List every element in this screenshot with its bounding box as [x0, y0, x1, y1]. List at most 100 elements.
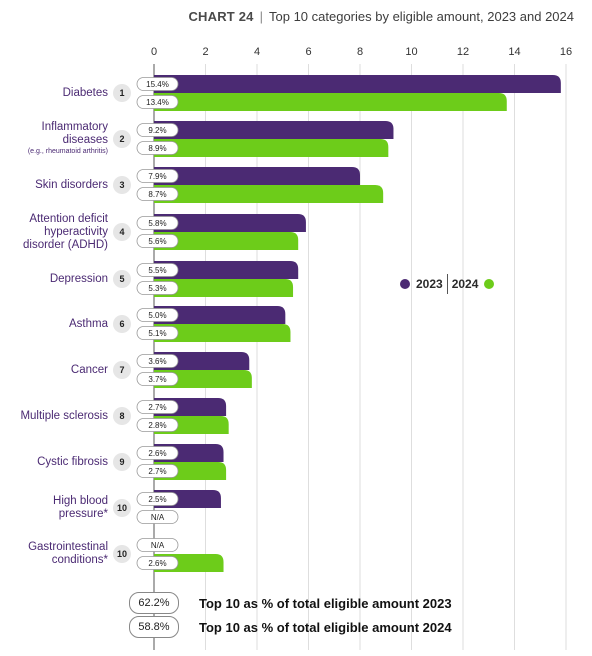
value-pill-2024-2	[136, 141, 179, 155]
category-label-line: disorder (ADHD)	[23, 238, 108, 251]
value-pill-2024-1	[136, 95, 179, 109]
rank-badge-6: 6	[113, 315, 131, 333]
value-pill-2023-9	[136, 446, 179, 460]
data-label-2023-4: 5.8%	[148, 219, 166, 228]
data-label-2023-2: 9.2%	[148, 126, 166, 135]
rank-badge-4: 4	[113, 223, 131, 241]
category-label-line: hyperactivity	[44, 225, 108, 238]
value-pill-2024-3	[136, 187, 179, 201]
x-tick-label-8: 8	[357, 46, 363, 58]
data-label-2023-7: 3.6%	[148, 357, 166, 366]
category-label-5: Depression	[0, 273, 108, 286]
data-label-2023-11: N/A	[151, 541, 165, 550]
value-pill-2023-6	[136, 308, 179, 322]
legend-2023-label: 2023	[416, 277, 443, 291]
data-label-2024-3: 8.7%	[148, 190, 166, 199]
x-tick-label-10: 10	[405, 46, 417, 58]
chart-title-text: Top 10 categories by eligible amount, 20…	[269, 9, 574, 24]
category-label-line: Cystic fibrosis	[37, 455, 108, 468]
summary-2024: 58.8% Top 10 as % of total eligible amou…	[129, 616, 452, 638]
rank-badge-3: 3	[113, 176, 131, 194]
bar-2023-6	[154, 306, 286, 324]
category-label-line: diseases	[62, 134, 108, 147]
bar-2023-2	[154, 121, 394, 139]
category-label-2: Inflammatory diseases (e.g., rheumatoid ar…	[0, 121, 108, 157]
bar-2024-5	[154, 279, 294, 297]
data-label-2023-3: 7.9%	[148, 172, 166, 181]
legend-2023-dot	[400, 279, 410, 289]
bar-2023-4	[154, 214, 306, 232]
data-label-2024-7: 3.7%	[148, 375, 166, 384]
value-pill-2024-8	[136, 418, 179, 432]
data-label-2023-5: 5.5%	[148, 266, 166, 275]
data-label-2024-9: 2.7%	[148, 467, 166, 476]
category-label-4: Attention deficit hyperactivity disorder (…	[0, 213, 108, 252]
bar-2024-4	[154, 232, 299, 250]
value-pill-2023-4	[136, 216, 179, 230]
x-tick-label-14: 14	[508, 46, 520, 58]
bar-2023-1	[154, 75, 561, 93]
category-label-8: Multiple sclerosis	[0, 410, 108, 423]
data-label-2023-10: 2.5%	[148, 495, 166, 504]
category-label-10: High blood pressure*	[0, 495, 108, 521]
data-label-2024-5: 5.3%	[148, 284, 166, 293]
x-tick-label-4: 4	[254, 46, 260, 58]
category-label-7: Cancer	[0, 364, 108, 377]
rank-badge-2: 2	[113, 130, 131, 148]
data-label-2023-9: 2.6%	[148, 449, 166, 458]
bar-2024-7	[154, 370, 252, 388]
value-pill-2023-2	[136, 123, 179, 137]
category-label-line: Cancer	[70, 363, 108, 376]
data-label-2024-2: 8.9%	[148, 144, 166, 153]
value-pill-2024-11	[136, 556, 179, 570]
value-pill-2023-8	[136, 400, 179, 414]
rank-badge-9: 9	[113, 453, 131, 471]
bar-2023-7	[154, 352, 250, 370]
category-label-line: Attention deficit	[29, 212, 108, 225]
bar-2023-5	[154, 261, 299, 279]
bar-2024-6	[154, 324, 291, 342]
value-pill-2024-9	[136, 464, 179, 478]
rank-badge-5: 5	[113, 270, 131, 288]
value-pill-2023-3	[136, 169, 179, 183]
category-label-11: Gastrointestinal conditions*	[0, 541, 108, 567]
rank-badge-1: 1	[113, 84, 131, 102]
value-pill-2024-5	[136, 281, 179, 295]
value-pill-2024-6	[136, 326, 179, 340]
x-tick-label-6: 6	[305, 46, 311, 58]
category-label-3: Skin disorders	[0, 179, 108, 192]
category-label-line: Diabetes	[62, 86, 108, 99]
category-note: (e.g., rheumatoid arthritis)	[27, 148, 108, 156]
x-tick-label-12: 12	[457, 46, 469, 58]
value-pill-2023-5	[136, 263, 179, 277]
category-label-line: Asthma	[69, 317, 108, 330]
value-pill-2023-11	[136, 538, 179, 552]
x-tick-label-16: 16	[560, 46, 572, 58]
bar-2024-3	[154, 185, 384, 203]
data-label-2024-6: 5.1%	[148, 329, 166, 338]
rank-badge-11: 10	[113, 545, 131, 563]
legend-2024-dot	[484, 279, 495, 289]
legend: 2023 2024	[400, 274, 495, 294]
summary-2023-value: 62.2%	[129, 592, 179, 614]
chart-title: CHART 24 | Top 10 categories by eligible a…	[0, 9, 592, 24]
x-tick-label-0: 0	[151, 46, 157, 58]
category-label-line: pressure*	[58, 508, 108, 520]
data-label-2023-1: 15.4%	[146, 80, 169, 89]
rank-badge-10: 10	[113, 499, 131, 517]
bar-2024-1	[154, 93, 507, 111]
data-label-2024-8: 2.8%	[148, 421, 166, 430]
data-label-2024-4: 5.6%	[148, 237, 166, 246]
value-pill-2023-7	[136, 354, 179, 368]
value-pill-2024-4	[136, 234, 179, 248]
legend-divider	[446, 274, 448, 294]
rank-badge-8: 8	[113, 407, 131, 425]
chart-number: CHART 24	[188, 9, 254, 24]
value-pill-2024-10	[136, 510, 179, 524]
category-label-line: Skin disorders	[35, 178, 108, 191]
summary-2023-text: Top 10 as % of total eligible amount 202…	[199, 595, 452, 611]
data-label-2023-6: 5.0%	[148, 311, 166, 320]
rank-badge-7: 7	[113, 361, 131, 379]
value-pill-2024-7	[136, 372, 179, 386]
